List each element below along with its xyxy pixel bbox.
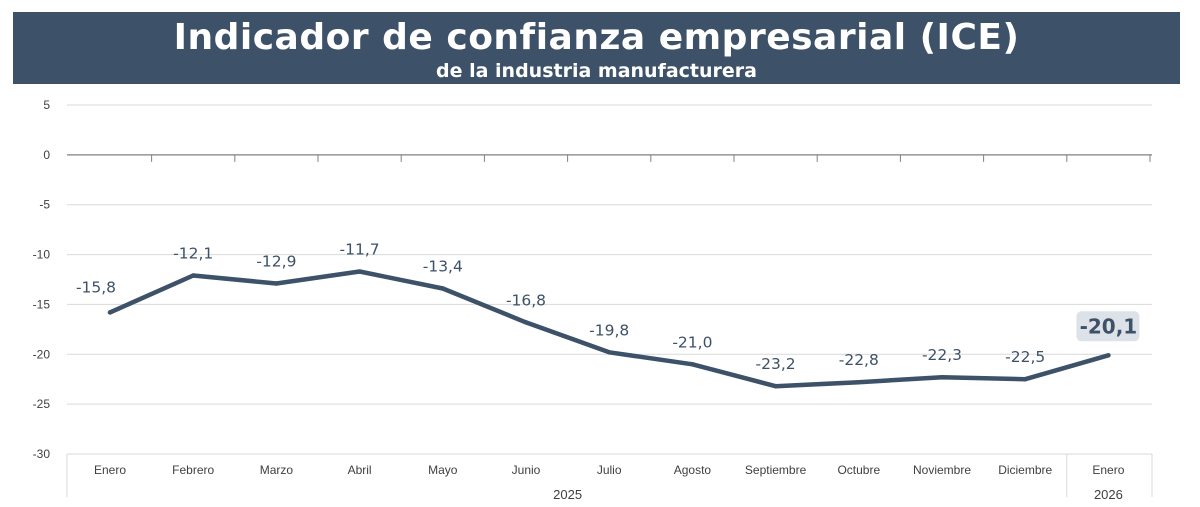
y-tick-label: -15 [33, 297, 51, 311]
y-tick-label: 5 [43, 98, 50, 112]
title-banner: Indicador de confianza empresarial (ICE)… [13, 12, 1180, 84]
data-point [1022, 377, 1028, 382]
x-tick-label: Enero [94, 463, 126, 477]
data-label: -22,3 [922, 346, 962, 364]
highlight-label-box [1076, 311, 1140, 342]
data-label: -19,8 [589, 321, 629, 339]
data-label: -11,7 [340, 241, 380, 259]
x-tick-label: Abril [348, 463, 372, 477]
data-point [523, 320, 529, 325]
data-label: -23,2 [756, 355, 796, 373]
data-label: -21,0 [672, 333, 712, 351]
x-tick-label: Marzo [260, 463, 294, 477]
data-point [357, 269, 362, 274]
x-tick-label: Junio [512, 463, 541, 477]
data-point [690, 362, 695, 367]
data-label: -22,5 [1005, 348, 1045, 366]
x-tick-label: Enero [1092, 463, 1124, 477]
x-group-label: 2026 [1094, 487, 1123, 502]
x-tick-label: Diciembre [998, 463, 1052, 477]
y-tick-label: -5 [39, 198, 50, 212]
data-point [773, 383, 778, 389]
x-group-label: 2025 [553, 487, 582, 502]
data-label: -13,4 [423, 257, 463, 275]
data-point [1106, 353, 1111, 358]
y-tick-label: -30 [33, 447, 51, 461]
data-point [274, 281, 279, 286]
x-tick-label: Septiembre [745, 463, 807, 477]
chart-title: Indicador de confianza empresarial (ICE) [173, 17, 1020, 58]
data-point [440, 286, 445, 291]
chart-subtitle: de la industria manufacturera [435, 60, 757, 82]
data-label-highlight: -20,1 [1080, 314, 1138, 338]
data-point [607, 350, 612, 355]
y-tick-label: -20 [33, 347, 51, 361]
data-label: -12,9 [256, 252, 296, 270]
data-point [939, 375, 945, 380]
x-tick-label: Noviembre [913, 463, 971, 477]
x-tick-label: Mayo [428, 463, 458, 477]
data-label: -16,8 [506, 291, 546, 309]
data-label: -12,1 [173, 245, 213, 263]
x-tick-label: Agosto [674, 463, 712, 477]
x-tick-label: Febrero [172, 463, 214, 477]
data-label: -15,8 [76, 278, 116, 296]
x-tick-label: Julio [597, 463, 622, 477]
data-label: -22,8 [839, 351, 879, 369]
data-point [856, 380, 861, 385]
y-tick-label: -10 [33, 248, 51, 262]
y-tick-label: -25 [33, 397, 51, 411]
data-point [191, 273, 196, 278]
data-point [107, 310, 113, 315]
y-tick-label: 0 [43, 148, 50, 162]
x-tick-label: Octubre [837, 463, 880, 477]
